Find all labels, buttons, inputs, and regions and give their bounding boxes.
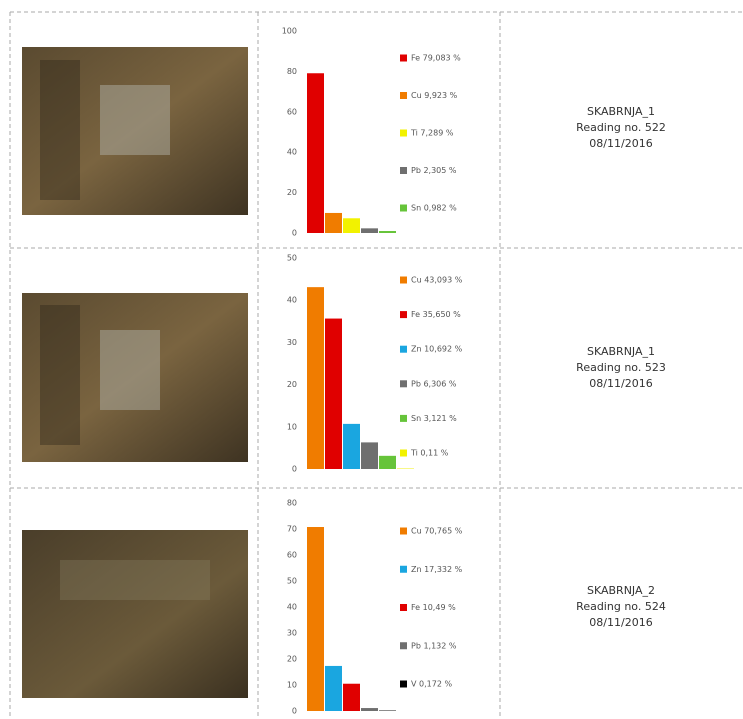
legend-swatch — [400, 346, 407, 353]
legend-swatch — [400, 92, 407, 99]
legend-swatch — [400, 642, 407, 649]
bar — [307, 73, 324, 233]
y-tick-label: 100 — [282, 27, 297, 36]
legend-entry: Cu 43,093 % — [411, 276, 463, 285]
bar — [325, 213, 342, 233]
bar — [379, 456, 396, 469]
bar — [361, 708, 378, 711]
y-tick-label: 60 — [287, 551, 297, 560]
caption-line: SKABRNJA_2 — [587, 584, 655, 597]
legend-swatch — [400, 130, 407, 137]
y-tick-label: 0 — [292, 465, 297, 474]
bar — [343, 424, 360, 469]
legend-entry: Pb 1,132 % — [411, 641, 457, 650]
legend-swatch — [400, 604, 407, 611]
bar — [307, 287, 324, 469]
legend-swatch — [400, 277, 407, 284]
photo — [22, 47, 248, 215]
y-tick-label: 40 — [287, 148, 297, 157]
caption-line: 08/11/2016 — [589, 137, 652, 150]
caption-line: Reading no. 523 — [576, 361, 666, 374]
legend-entry: V 0,172 % — [411, 680, 452, 689]
y-tick-label: 0 — [292, 707, 297, 716]
legend-swatch — [400, 566, 407, 573]
caption-line: Reading no. 522 — [576, 121, 666, 134]
caption-line: SKABRNJA_1 — [587, 345, 655, 358]
bar — [325, 666, 342, 711]
caption-line: SKABRNJA_1 — [587, 105, 655, 118]
legend-swatch — [400, 681, 407, 688]
bar — [361, 442, 378, 469]
y-tick-label: 60 — [287, 107, 297, 116]
y-tick-label: 50 — [287, 254, 297, 263]
y-tick-label: 80 — [287, 499, 297, 508]
legend-swatch — [400, 415, 407, 422]
legend-entry: Zn 17,332 % — [411, 565, 463, 574]
y-tick-label: 20 — [287, 188, 297, 197]
y-tick-label: 40 — [287, 603, 297, 612]
y-tick-label: 20 — [287, 655, 297, 664]
y-tick-label: 30 — [287, 338, 297, 347]
photo — [22, 530, 248, 698]
legend-entry: Cu 9,923 % — [411, 91, 458, 100]
legend-swatch — [400, 55, 407, 62]
y-tick-label: 20 — [287, 380, 297, 389]
legend-swatch — [400, 311, 407, 318]
bar — [307, 527, 324, 711]
y-tick-label: 0 — [292, 229, 297, 238]
legend-swatch — [400, 450, 407, 457]
legend-entry: Zn 10,692 % — [411, 345, 463, 354]
legend-entry: Ti 7,289 % — [410, 129, 454, 138]
y-tick-label: 10 — [287, 422, 297, 431]
y-tick-label: 30 — [287, 629, 297, 638]
caption-line: 08/11/2016 — [589, 377, 652, 390]
bar — [325, 319, 342, 469]
legend-swatch — [400, 205, 407, 212]
bar — [343, 684, 360, 711]
legend-entry: Fe 79,083 % — [411, 54, 461, 63]
y-tick-label: 80 — [287, 67, 297, 76]
legend-entry: Fe 35,650 % — [411, 310, 461, 319]
caption-line: 08/11/2016 — [589, 616, 652, 629]
caption-line: Reading no. 524 — [576, 600, 666, 613]
y-tick-label: 40 — [287, 296, 297, 305]
y-tick-label: 50 — [287, 577, 297, 586]
legend-entry: Sn 3,121 % — [411, 414, 457, 423]
page: SKABRNJA_1 Reading no. 522 08/11/2016 SKABR… — [0, 0, 743, 719]
legend-entry: Sn 0,982 % — [411, 204, 457, 213]
bar — [361, 228, 378, 233]
bar — [343, 218, 360, 233]
y-tick-label: 70 — [287, 525, 297, 534]
legend-entry: Ti 0,11 % — [410, 449, 449, 458]
photo — [22, 293, 248, 462]
legend-swatch — [400, 167, 407, 174]
legend-swatch — [400, 528, 407, 535]
legend-entry: Cu 70,765 % — [411, 527, 463, 536]
legend-swatch — [400, 380, 407, 387]
legend-entry: Pb 2,305 % — [411, 166, 457, 175]
legend-entry: Pb 6,306 % — [411, 379, 457, 388]
y-tick-label: 10 — [287, 681, 297, 690]
bar — [379, 231, 396, 233]
legend-entry: Fe 10,49 % — [411, 603, 456, 612]
